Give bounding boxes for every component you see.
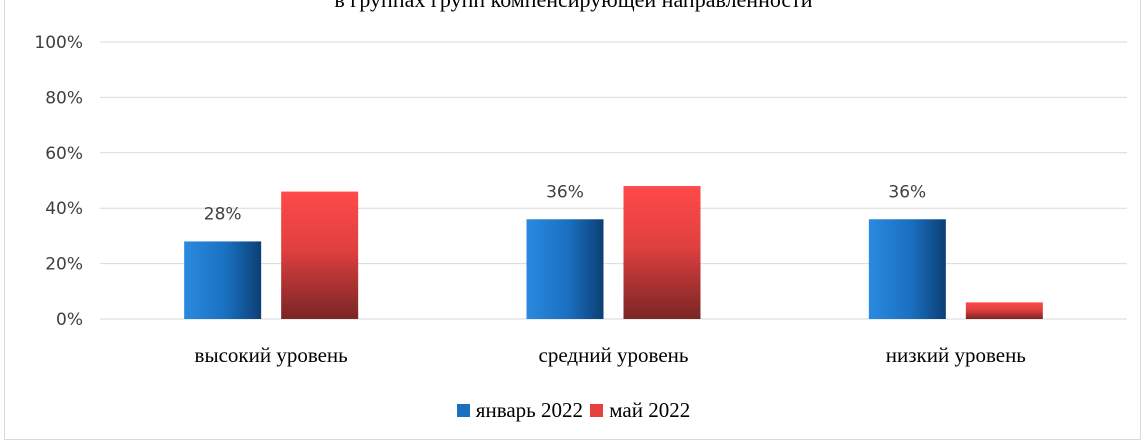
legend-label-series-2: май 2022: [609, 398, 691, 422]
y-tick-label: 20%: [45, 255, 83, 275]
y-tick-label: 40%: [45, 199, 83, 219]
legend: январь 2022 май 2022: [0, 398, 1147, 423]
bar-2-2: [623, 186, 701, 319]
category-label: высокий уровень: [195, 343, 348, 367]
legend-swatch-series-2: [590, 404, 604, 417]
category-label: средний уровень: [539, 343, 689, 367]
legend-item-series-1: январь 2022: [456, 398, 583, 423]
data-label: 36%: [888, 182, 926, 202]
y-tick-label: 0%: [56, 310, 83, 330]
y-tick-label: 100%: [34, 33, 83, 53]
bar-2-1: [281, 191, 359, 319]
category-label: низкий уровень: [886, 343, 1026, 367]
bar-1-2: [526, 219, 604, 319]
legend-label-series-1: январь 2022: [475, 398, 583, 422]
y-tick-label: 60%: [45, 144, 83, 164]
bar-2-3: [965, 302, 1043, 319]
chart-title: в группах групп компенсирующей направлен…: [0, 0, 1147, 13]
bar-1-1: [184, 241, 262, 319]
data-label: 28%: [204, 204, 242, 224]
bar-1-3: [868, 219, 946, 319]
data-label: 36%: [546, 182, 584, 202]
legend-swatch-series-1: [456, 404, 470, 417]
y-tick-label: 80%: [45, 88, 83, 108]
legend-item-series-2: май 2022: [590, 398, 690, 423]
